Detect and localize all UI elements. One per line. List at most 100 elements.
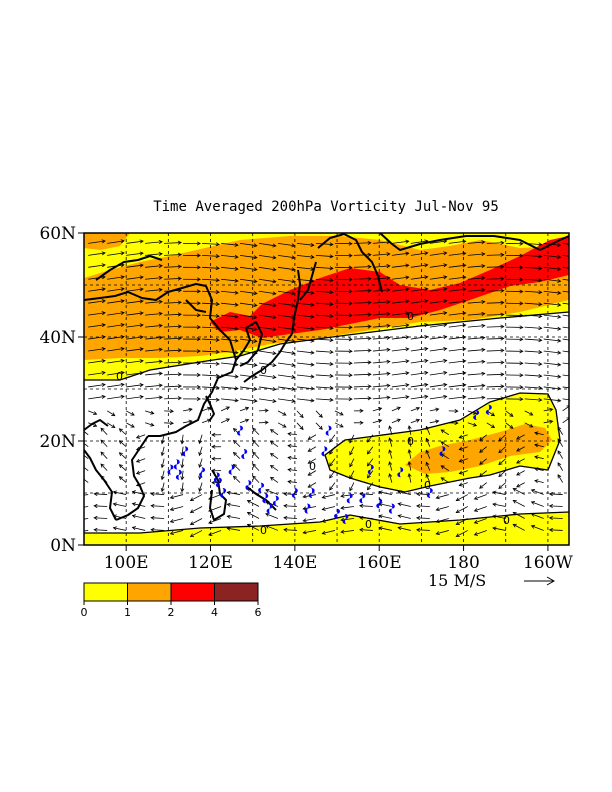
wind-vector [107, 264, 125, 268]
wind-vector [100, 475, 108, 483]
wind-vector [372, 313, 390, 316]
wind-vector-head [500, 240, 505, 245]
wind-vector-head [232, 475, 238, 480]
wind-vector-head [196, 253, 201, 258]
wind-vector-head [566, 417, 569, 421]
wind-vector-head [180, 464, 185, 469]
wind-vector-head [169, 531, 175, 535]
contour-label: 0 [260, 364, 267, 377]
wind-vector [474, 506, 487, 512]
wind-vector [119, 440, 127, 448]
wind-vector-head [318, 425, 323, 430]
wind-vector-head [112, 526, 117, 531]
wind-vector-head [359, 515, 364, 520]
wind-vector-head [196, 325, 201, 330]
wind-vector-head [500, 324, 505, 329]
wind-vector-head [348, 373, 353, 378]
wind-vector-head [424, 299, 429, 304]
wind-vector-head [481, 371, 486, 376]
wind-vector-head [310, 362, 315, 367]
wind-vector [296, 398, 314, 402]
wind-vector-head [329, 397, 334, 402]
wind-vector [252, 451, 260, 459]
wind-vector [372, 349, 390, 352]
wind-vector [440, 429, 450, 436]
wind-vector-head [386, 311, 391, 316]
wind-vector [161, 458, 165, 468]
wind-vector [557, 426, 564, 435]
wind-vector-head [576, 256, 579, 259]
wind-vector [94, 505, 108, 507]
wind-vector [372, 361, 390, 364]
wind-vector [126, 312, 144, 316]
wind-vector-head [340, 529, 345, 534]
wind-vector [283, 505, 298, 507]
wind-vector-head [329, 278, 334, 283]
wind-vector-head [139, 323, 144, 328]
wind-vector [239, 302, 257, 306]
wind-vector-head [455, 521, 460, 525]
wind-vector-head [500, 288, 505, 293]
wind-vector-head [440, 429, 445, 434]
wind-vector [126, 384, 144, 388]
wind-vector [164, 289, 182, 292]
wind-vector [270, 477, 279, 483]
tropical-cyclone-icon [241, 449, 248, 459]
wind-vector-head [264, 420, 269, 425]
wind-vector-head [397, 490, 402, 495]
wind-vector-head [405, 347, 410, 352]
wind-vector [562, 290, 569, 293]
wind-vector-head [283, 503, 288, 508]
wind-vector [145, 301, 163, 304]
wind-vector [549, 505, 563, 507]
wind-vector-head [253, 338, 258, 344]
wind-vector [88, 300, 106, 304]
wind-vector-head [111, 424, 116, 429]
wind-vector-head [557, 474, 562, 479]
wind-vector-head [519, 301, 524, 306]
wind-vector-head [454, 409, 459, 414]
wind-vector-head [348, 241, 353, 246]
wind-vector [353, 385, 371, 388]
wind-vector [201, 407, 211, 412]
wind-vector-head [131, 502, 136, 507]
wind-vector-head [366, 462, 371, 467]
wind-vector-head [405, 251, 410, 256]
wind-vector-head [100, 451, 105, 456]
wind-vector-head [211, 456, 216, 461]
wind-vector [329, 482, 336, 491]
wind-vector-head [405, 395, 410, 400]
wind-vector-head [425, 425, 430, 430]
wind-vector [467, 313, 485, 316]
wind-vector-head [160, 487, 165, 493]
wind-vector-head [244, 418, 250, 423]
wind-vector [277, 326, 295, 330]
wind-vector [136, 470, 146, 475]
tropical-cyclone-icon [426, 488, 433, 498]
wind-vector [132, 527, 146, 531]
wind-vector [534, 468, 544, 472]
wind-vector [315, 350, 333, 353]
wind-vector [349, 470, 355, 479]
wind-vector [125, 422, 135, 428]
wind-vector-head [215, 337, 220, 342]
wind-vector-head [307, 448, 312, 452]
wind-vector-head [481, 299, 486, 304]
wind-vector-head [318, 413, 323, 418]
wind-vector-head [498, 449, 503, 454]
wind-vector [467, 277, 485, 280]
wind-vector-head [339, 423, 344, 428]
wind-vector-head [196, 313, 201, 318]
wind-vector [94, 493, 108, 495]
wind-vector-head [534, 467, 539, 472]
wind-vector [239, 407, 249, 412]
wind-vector [436, 518, 449, 523]
wind-vector [391, 419, 401, 424]
wind-vector [410, 276, 428, 280]
wind-vector-head [253, 303, 258, 308]
tropical-cyclone-icon [304, 503, 311, 514]
wind-vector-head [177, 240, 182, 245]
wind-vector-head [424, 323, 429, 328]
wind-vector [557, 474, 564, 483]
wind-vector [474, 530, 487, 536]
